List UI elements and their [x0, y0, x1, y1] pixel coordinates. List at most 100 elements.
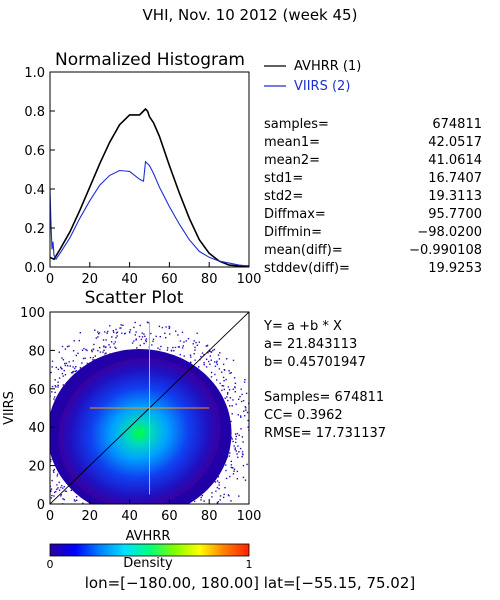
density-speck [105, 339, 107, 341]
density-speck [234, 386, 236, 388]
scatter-y-tick-label: 20 [28, 460, 45, 475]
density-speck [125, 506, 126, 507]
stat-label: std2= [264, 189, 303, 204]
density-speck [33, 476, 34, 477]
density-speck [223, 388, 225, 391]
density-speck [190, 356, 192, 358]
regression-a: a= 21.843113 [264, 337, 357, 352]
density-speck [44, 449, 45, 450]
density-speck [245, 409, 247, 411]
density-speck [154, 522, 155, 523]
density-speck [97, 349, 99, 352]
density-speck [251, 443, 252, 444]
density-speck [244, 379, 246, 381]
scatter-panel: Scatter Plot 0 20 40 60 80 100 0 20 40 60 80 100 AV… [2, 288, 261, 544]
density-speck [164, 525, 165, 526]
density-speck [229, 452, 231, 454]
density-speck [112, 330, 114, 332]
density-speck [250, 407, 251, 408]
density-speck [129, 329, 132, 331]
density-speck [253, 440, 254, 441]
density-speck [48, 362, 49, 363]
scatter-density-cloud [29, 321, 258, 542]
density-speck [210, 371, 213, 374]
density-speck [211, 492, 213, 494]
stat-label: std1= [264, 171, 303, 186]
density-speck [252, 421, 253, 422]
density-speck [29, 417, 30, 418]
density-speck [113, 343, 115, 345]
density-speck [146, 506, 147, 507]
density-speck [120, 327, 122, 329]
density-speck [106, 520, 107, 521]
density-speck [123, 529, 124, 530]
density-speck [177, 334, 179, 336]
density-speck [183, 341, 185, 343]
density-speck [42, 381, 43, 382]
density-speck [37, 409, 38, 410]
density-speck [207, 352, 209, 354]
density-speck [123, 541, 124, 542]
density-speck [100, 517, 101, 518]
regression-equation: Y= a +b * X [263, 319, 342, 334]
density-speck [140, 520, 141, 521]
density-speck [240, 428, 242, 430]
density-speck [75, 354, 77, 357]
density-speck [183, 355, 185, 357]
scatter-title: Scatter Plot [85, 288, 184, 308]
density-speck [65, 508, 66, 509]
density-speck [152, 523, 153, 524]
density-speck [155, 335, 157, 338]
density-speck [144, 523, 145, 524]
density-speck [250, 416, 251, 417]
density-speck [224, 397, 226, 399]
density-speck [229, 405, 231, 407]
density-speck [55, 386, 57, 388]
density-speck [133, 340, 135, 342]
scatter-reference-lines [50, 312, 249, 504]
density-speck [48, 443, 49, 444]
scatter-stat-rmse: RMSE= 17.731137 [264, 426, 386, 441]
scatter-x-tick-label: 80 [201, 509, 218, 524]
density-speck [78, 504, 79, 505]
colorbar: 0 Density 1 [47, 543, 253, 571]
density-speck [147, 520, 148, 521]
density-speck [57, 509, 58, 510]
density-speck [257, 456, 258, 457]
density-speck [45, 404, 46, 405]
density-speck [149, 504, 150, 505]
density-speck [46, 427, 47, 428]
density-speck [102, 527, 103, 528]
density-speck [193, 500, 196, 503]
density-speck [42, 411, 43, 412]
density-speck [35, 402, 36, 403]
scatter-frame [49, 311, 250, 505]
density-speck [103, 345, 105, 347]
density-speck [187, 338, 190, 340]
density-speck [113, 509, 114, 510]
density-speck [91, 350, 93, 353]
density-speck [64, 505, 65, 506]
density-speck [235, 438, 237, 440]
density-speck [30, 440, 31, 441]
density-speck [235, 441, 237, 444]
density-speck [86, 349, 88, 352]
density-speck [94, 329, 96, 331]
density-speck [45, 438, 46, 439]
density-speck [242, 441, 244, 443]
density-speck [216, 480, 219, 482]
density-speck [242, 464, 245, 467]
density-speck [103, 513, 104, 514]
density-speck [110, 507, 111, 508]
density-speck [223, 369, 226, 371]
density-speck [58, 377, 61, 379]
density-speck [105, 541, 106, 542]
density-speck [188, 515, 189, 516]
density-speck [218, 368, 221, 370]
density-speck [131, 342, 134, 344]
density-speck [77, 517, 78, 518]
density-speck [34, 412, 35, 413]
density-speck [151, 344, 153, 346]
histogram-y-tick-label: 0.0 [24, 261, 45, 276]
histogram-stats: samples= 674811 mean1= 42.0517 mean2= 41.0614… [264, 117, 482, 276]
